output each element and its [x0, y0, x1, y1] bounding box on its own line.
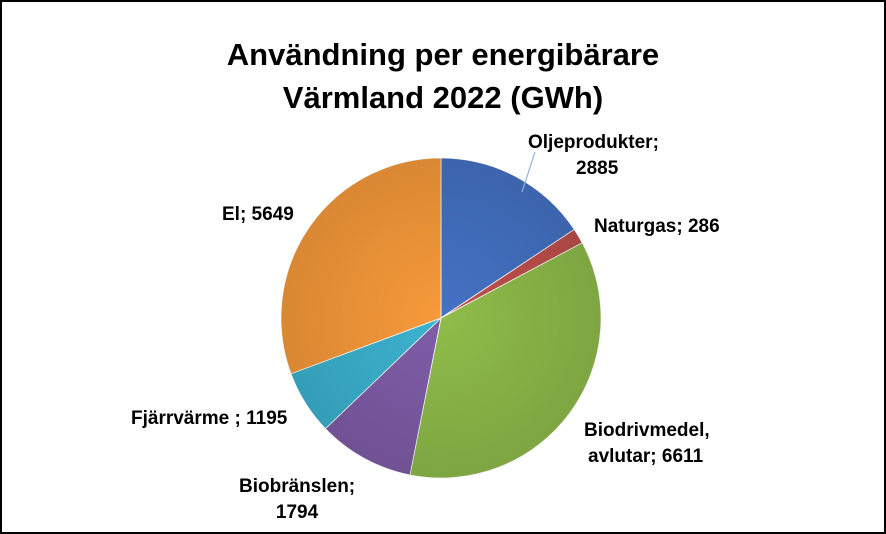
slice-label-biobranslen: Biobränslen; 1794 — [239, 474, 355, 526]
slice-label-oljeprodukter: Oljeprodukter; 2885 — [528, 130, 659, 182]
slice-label-biobranslen-line1: Biobränslen; — [239, 476, 356, 497]
slice-label-naturgas-text: Naturgas; 286 — [594, 216, 720, 237]
leader-line-oljeprodukter — [521, 151, 536, 193]
slice-label-oljeprodukter-line2: 2885 — [576, 158, 619, 179]
chart-title-line1: Användning per energibärare — [226, 37, 660, 72]
chart-title-line2: Värmland 2022 (GWh) — [282, 80, 604, 115]
slice-label-biodrivmedel: Biodrivmedel, avlutar; 6611 — [584, 418, 710, 470]
slice-label-biobranslen-line2: 1794 — [275, 502, 319, 523]
slice-label-fjarrvarme-text: Fjärrvärme ; 1195 — [131, 408, 288, 429]
slice-label-biodrivmedel-line1: Biodrivmedel, — [584, 420, 710, 441]
slice-label-el: El; 5649 — [222, 202, 294, 228]
slice-label-el-text: El; 5649 — [222, 204, 294, 225]
slice-label-fjarrvarme: Fjärrvärme ; 1195 — [131, 406, 287, 432]
slice-label-oljeprodukter-line1: Oljeprodukter; — [528, 132, 659, 153]
slice-label-naturgas: Naturgas; 286 — [594, 214, 720, 240]
slice-label-biodrivmedel-line2: avlutar; 6611 — [588, 446, 704, 467]
